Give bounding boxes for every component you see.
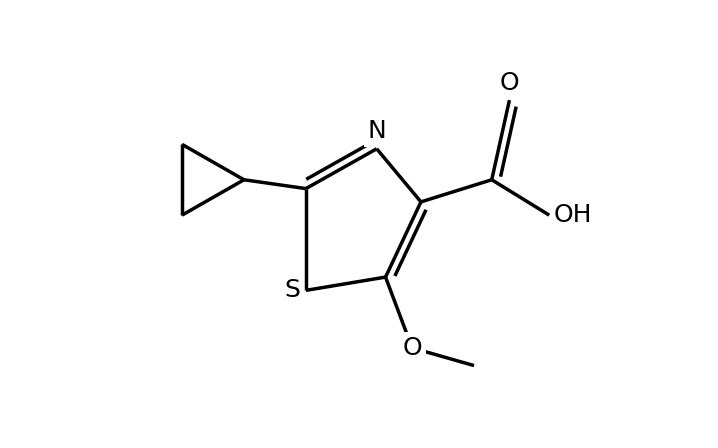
Text: S: S bbox=[285, 278, 301, 302]
Text: OH: OH bbox=[554, 203, 592, 227]
Text: O: O bbox=[500, 71, 519, 95]
Text: N: N bbox=[368, 120, 386, 143]
Text: O: O bbox=[402, 336, 422, 360]
